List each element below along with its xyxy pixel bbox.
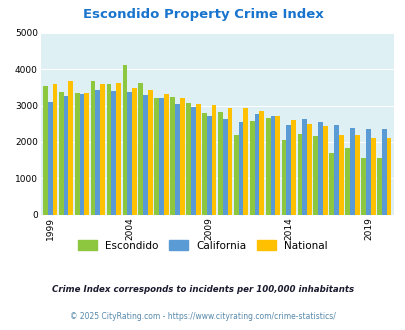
Bar <box>100 84 105 214</box>
Bar <box>186 103 190 214</box>
Text: Escondido Property Crime Index: Escondido Property Crime Index <box>83 8 322 21</box>
Bar <box>333 125 338 214</box>
Bar <box>376 158 381 214</box>
Bar <box>313 137 318 214</box>
Bar <box>349 128 354 214</box>
Bar <box>64 96 68 214</box>
Bar <box>344 148 349 214</box>
Bar <box>381 129 386 214</box>
Legend: Escondido, California, National: Escondido, California, National <box>74 236 331 255</box>
Bar <box>297 134 302 214</box>
Bar <box>227 108 232 214</box>
Bar <box>259 111 264 214</box>
Bar <box>354 135 359 214</box>
Text: © 2025 CityRating.com - https://www.cityrating.com/crime-statistics/: © 2025 CityRating.com - https://www.city… <box>70 312 335 321</box>
Bar <box>68 81 73 214</box>
Bar <box>79 94 84 214</box>
Bar <box>222 119 227 214</box>
Bar <box>328 153 333 215</box>
Bar <box>243 108 247 214</box>
Bar <box>386 138 390 214</box>
Bar <box>318 122 322 214</box>
Bar <box>281 141 286 214</box>
Bar <box>122 65 127 214</box>
Bar <box>238 121 243 214</box>
Bar <box>270 116 275 214</box>
Bar <box>75 93 79 214</box>
Bar <box>111 91 116 214</box>
Bar <box>190 108 195 214</box>
Bar <box>322 125 327 214</box>
Bar <box>202 113 207 214</box>
Bar <box>175 104 179 214</box>
Bar <box>211 105 216 214</box>
Bar <box>365 129 370 214</box>
Bar <box>306 124 311 214</box>
Bar <box>48 102 52 214</box>
Bar <box>164 94 168 214</box>
Bar <box>132 88 136 214</box>
Bar <box>290 120 295 214</box>
Bar <box>170 97 175 214</box>
Bar <box>52 84 57 214</box>
Bar <box>286 125 290 214</box>
Bar <box>265 118 270 214</box>
Bar <box>302 119 306 214</box>
Bar <box>116 83 121 214</box>
Bar <box>148 90 152 214</box>
Bar <box>43 85 48 214</box>
Bar <box>127 92 132 214</box>
Bar <box>84 93 89 214</box>
Bar <box>138 83 143 214</box>
Bar <box>179 98 184 214</box>
Bar <box>338 135 343 214</box>
Bar <box>207 116 211 214</box>
Bar <box>360 158 365 214</box>
Bar <box>143 95 148 214</box>
Bar <box>107 84 111 214</box>
Bar <box>249 121 254 214</box>
Bar <box>370 138 375 214</box>
Bar <box>159 98 164 214</box>
Bar <box>217 112 222 214</box>
Text: Crime Index corresponds to incidents per 100,000 inhabitants: Crime Index corresponds to incidents per… <box>52 285 353 294</box>
Bar <box>254 114 259 214</box>
Bar <box>154 98 159 214</box>
Bar <box>95 90 100 214</box>
Bar <box>275 116 279 214</box>
Bar <box>233 135 238 214</box>
Bar <box>195 104 200 214</box>
Bar <box>90 81 95 214</box>
Bar <box>59 92 64 214</box>
